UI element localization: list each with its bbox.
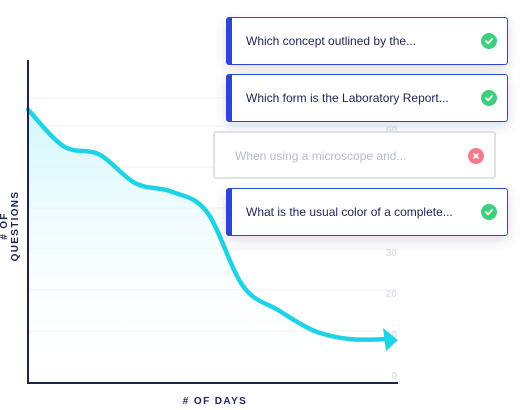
trend-arrow-icon [383,328,398,352]
y-tick-label: 30 [386,248,398,259]
check-icon [481,90,497,106]
question-text: What is the usual color of a complete... [246,205,453,219]
y-tick-label: 0 [391,371,397,382]
x-icon [468,148,484,164]
y-tick-label: 20 [386,289,398,300]
series-area [28,109,386,376]
y-tick-label: 60 [386,125,398,136]
question-text: Which form is the Laboratory Report... [246,91,449,105]
x-axis-label: # OF DAYS [182,396,248,407]
y-axis-label: # OF QUESTIONS [0,190,21,262]
series-line [25,107,389,342]
check-icon [481,204,497,220]
question-card-3[interactable]: When using a microscope and... [213,131,496,179]
check-icon [481,33,497,49]
question-text: Which concept outlined by the... [246,34,417,48]
question-card-2[interactable]: Which form is the Laboratory Report... [226,74,508,122]
question-card-1[interactable]: Which concept outlined by the... [226,17,508,65]
question-text: When using a microscope and... [235,149,407,163]
question-card-4[interactable]: What is the usual color of a complete... [226,188,508,236]
